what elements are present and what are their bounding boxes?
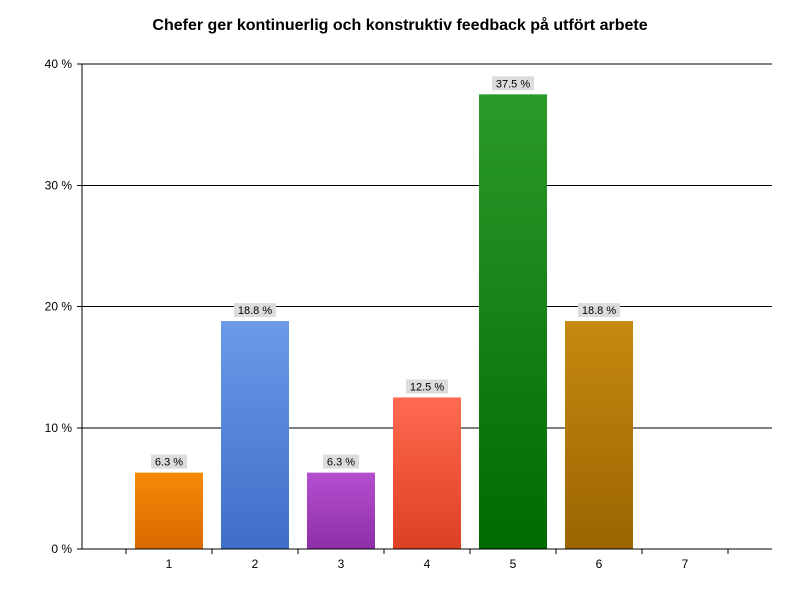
bar <box>221 321 289 549</box>
data-label-box <box>151 454 187 469</box>
x-tick-label: 5 <box>510 557 517 571</box>
data-label: 12.5 % <box>410 381 444 393</box>
bar <box>479 94 547 549</box>
x-tick-label: 1 <box>166 557 173 571</box>
data-label-box <box>406 379 448 394</box>
data-label-box <box>234 303 276 318</box>
x-tick-label: 3 <box>338 557 345 571</box>
label-layer: 6.3 % 18.8 % 6.3 % 12.5 % 37.5 % 18.8 % <box>151 76 620 469</box>
data-label: 6.3 % <box>327 457 355 469</box>
bar <box>565 321 633 549</box>
data-label-box <box>578 303 620 318</box>
data-label: 6.3 % <box>155 457 183 469</box>
x-tick-label: 2 <box>252 557 259 571</box>
bar <box>307 472 375 549</box>
data-label-box <box>492 76 534 91</box>
y-tick-label: 10 % <box>45 421 73 435</box>
y-tick-label: 30 % <box>45 178 73 192</box>
data-label: 18.8 % <box>582 305 616 317</box>
data-label-box <box>323 454 359 469</box>
y-tick-label: 40 % <box>45 57 73 71</box>
y-tick-label: 0 % <box>51 542 72 556</box>
axis-layer: 0 % 10 % 20 % 30 % 40 % 1 2 3 4 5 6 7 <box>45 57 772 571</box>
x-tick-label: 4 <box>424 557 431 571</box>
data-label: 37.5 % <box>496 78 530 90</box>
bar <box>393 397 461 549</box>
chart-title: Chefer ger kontinuerlig och konstruktiv … <box>152 17 648 34</box>
data-label: 18.8 % <box>238 305 272 317</box>
bar-layer <box>135 94 633 549</box>
y-tick-label: 20 % <box>45 300 73 314</box>
bar <box>135 472 203 549</box>
x-tick-label: 7 <box>682 557 689 571</box>
x-tick-label: 6 <box>596 557 603 571</box>
